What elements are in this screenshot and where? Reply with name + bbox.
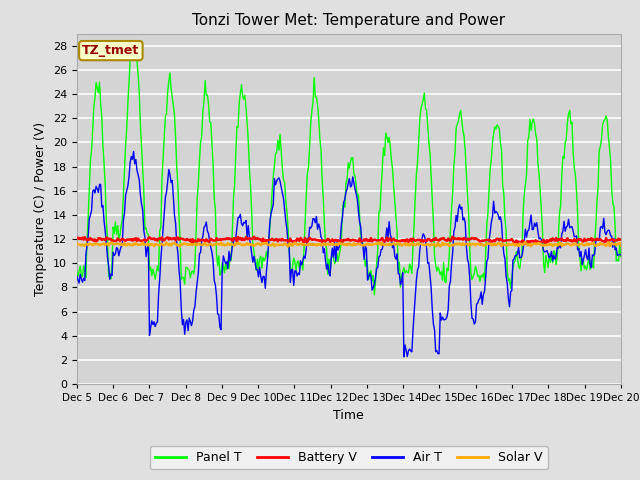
Text: TZ_tmet: TZ_tmet <box>82 44 140 57</box>
X-axis label: Time: Time <box>333 408 364 421</box>
Title: Tonzi Tower Met: Temperature and Power: Tonzi Tower Met: Temperature and Power <box>192 13 506 28</box>
Legend: Panel T, Battery V, Air T, Solar V: Panel T, Battery V, Air T, Solar V <box>150 446 548 469</box>
Y-axis label: Temperature (C) / Power (V): Temperature (C) / Power (V) <box>35 122 47 296</box>
